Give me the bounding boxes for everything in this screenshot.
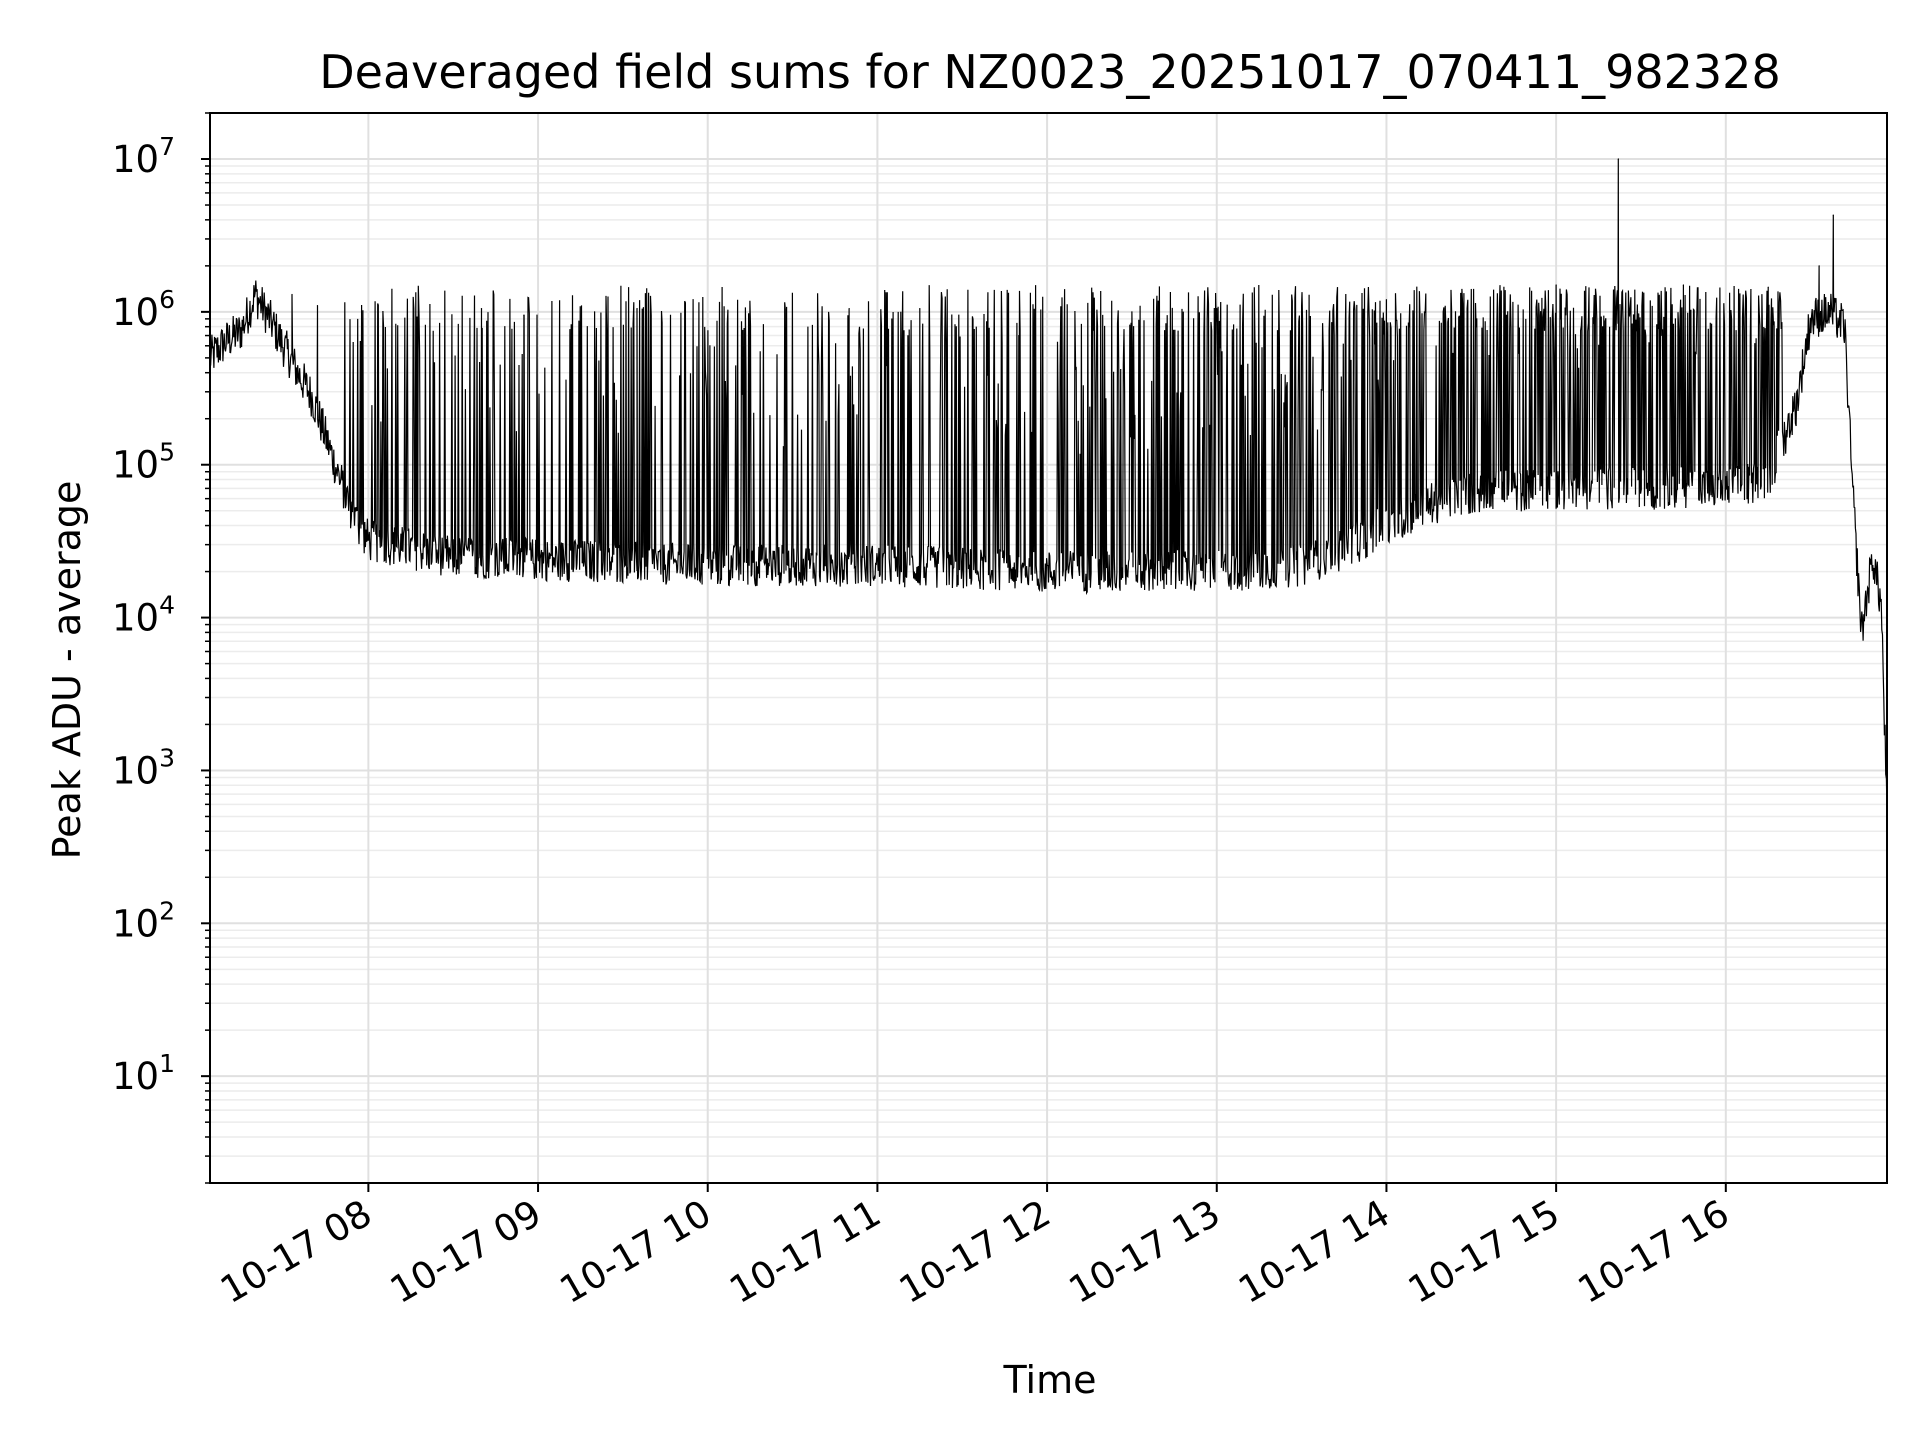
data-point: [1470, 288, 1472, 291]
data-point: [636, 308, 638, 310]
plot-area-frame: [209, 112, 1888, 1184]
x-tick-label: 10-17 14: [1231, 1192, 1397, 1312]
data-point: [1818, 265, 1820, 267]
data-point: [1555, 284, 1557, 286]
y-tick-exponent: 3: [159, 743, 175, 772]
y-tick-base: 10: [112, 749, 159, 792]
y-tick-base: 10: [112, 138, 159, 181]
y-tick-exponent: 4: [159, 591, 175, 620]
grid-lines: [210, 112, 1887, 1184]
y-tick-base: 10: [112, 291, 159, 334]
x-tick-label: 10-17 15: [1401, 1192, 1567, 1312]
data-point: [523, 314, 525, 316]
y-tick-label: 105: [112, 438, 175, 487]
data-point: [848, 308, 850, 310]
y-tick-base: 10: [112, 902, 159, 945]
data-point: [919, 308, 921, 310]
x-tick-label: 10-17 11: [722, 1192, 888, 1312]
x-tick-label: 10-17 10: [553, 1192, 719, 1312]
y-tick-exponent: 7: [159, 132, 175, 161]
y-tick-base: 10: [112, 444, 159, 487]
x-tick-label: 10-17 08: [213, 1192, 379, 1312]
chart-title: Deaveraged field sums for NZ0023_2025101…: [319, 45, 1780, 99]
data-point: [291, 293, 293, 296]
series-line: [210, 158, 1887, 813]
x-tick-label: 10-17 12: [892, 1192, 1058, 1312]
data-point: [1767, 286, 1769, 288]
y-tick-label: 106: [112, 285, 175, 334]
y-tick-base: 10: [112, 1055, 159, 1098]
y-tick-label: 101: [112, 1049, 175, 1098]
data-point: [1060, 308, 1062, 310]
y-tick-label: 103: [112, 743, 175, 792]
x-tick-label: 10-17 13: [1062, 1192, 1228, 1312]
data-point: [1682, 284, 1684, 286]
x-axis-label: Time: [1003, 1358, 1097, 1402]
y-tick-base: 10: [112, 597, 159, 640]
x-tick-label: 10-17 09: [383, 1192, 549, 1312]
data-point: [1617, 158, 1619, 160]
y-tick-exponent: 2: [159, 896, 175, 925]
data-point: [594, 311, 596, 313]
data-point: [1301, 304, 1303, 307]
data-point: [480, 308, 483, 310]
data-point: [316, 304, 319, 307]
y-axis-label: Peak ADU - average: [45, 481, 89, 860]
y-tick-exponent: 1: [159, 1049, 175, 1078]
y-tick-exponent: 6: [159, 285, 175, 314]
x-axis-ticks: 10-17 08 10-17 09 10-17 10 10-17 11 10-17 12…: [213, 1183, 1736, 1312]
y-tick-label: 104: [112, 591, 175, 640]
x-tick-label: 10-17 16: [1571, 1192, 1737, 1312]
series-path: [210, 158, 1887, 813]
y-tick-exponent: 5: [159, 438, 175, 467]
y-tick-label: 107: [112, 132, 175, 181]
data-point: [1018, 334, 1020, 337]
y-tick-label: 102: [112, 896, 175, 945]
data-point: [1216, 308, 1218, 310]
data-point: [1832, 214, 1834, 216]
data-point: [1385, 299, 1388, 301]
data-point: [1131, 311, 1133, 313]
